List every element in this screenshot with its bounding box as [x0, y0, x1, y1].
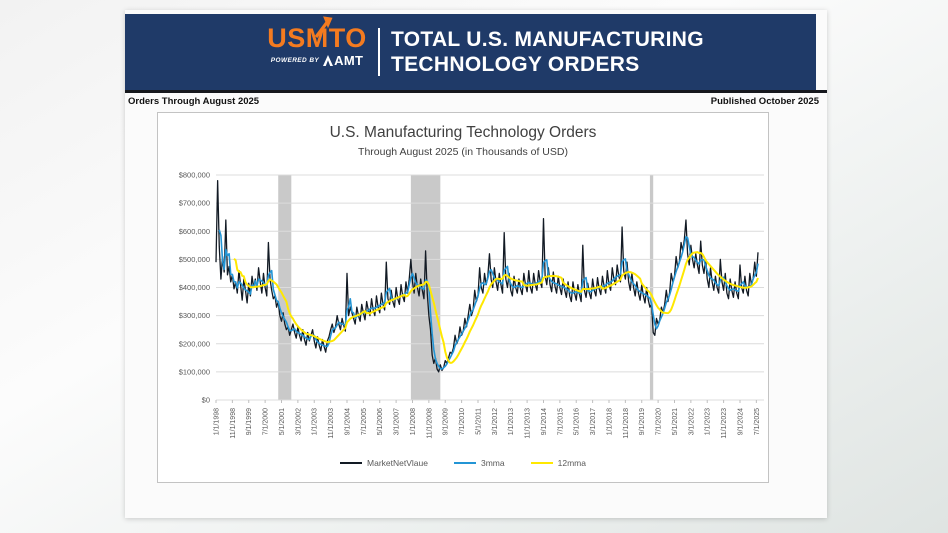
report-card: USMTO POWERED BY AMT — [125, 10, 827, 518]
svg-text:$600,000: $600,000 — [179, 227, 210, 236]
svg-text:3/1/2022: 3/1/2022 — [688, 408, 695, 435]
usmto-wordmark: USMTO — [267, 16, 367, 53]
svg-text:$800,000: $800,000 — [179, 171, 210, 180]
svg-text:7/1/2015: 7/1/2015 — [557, 408, 564, 435]
svg-text:11/1/2013: 11/1/2013 — [525, 408, 532, 439]
svg-text:9/1/2019: 9/1/2019 — [639, 408, 646, 435]
powered-by-row: POWERED BY AMT — [237, 53, 397, 68]
legend-item-marketnetvalue: MarketNetVlaue — [340, 458, 428, 468]
legend-item-3mma: 3mma — [453, 458, 505, 468]
svg-text:5/1/2021: 5/1/2021 — [672, 408, 679, 435]
legend-label-12mma: 12mma — [557, 458, 586, 468]
svg-text:3/1/2012: 3/1/2012 — [492, 408, 499, 435]
svg-text:3/1/2002: 3/1/2002 — [295, 408, 302, 435]
usmto-logo: USMTO POWERED BY AMT — [237, 16, 397, 68]
svg-text:7/1/2010: 7/1/2010 — [459, 408, 466, 435]
svg-text:$500,000: $500,000 — [179, 255, 210, 264]
svg-text:5/1/2016: 5/1/2016 — [574, 408, 581, 435]
orders-through-label: Orders Through August 2025 — [128, 95, 260, 107]
growth-arrow-icon — [313, 15, 335, 44]
chart-panel: U.S. Manufacturing Technology Orders Thr… — [157, 112, 769, 483]
svg-text:11/1/2018: 11/1/2018 — [623, 408, 630, 439]
svg-text:11/1/2008: 11/1/2008 — [426, 408, 433, 439]
svg-text:1/1/2023: 1/1/2023 — [705, 408, 712, 435]
svg-text:$100,000: $100,000 — [179, 367, 210, 376]
svg-text:1/1/2003: 1/1/2003 — [312, 408, 319, 435]
orders-line-chart: $0 $100,000 $200,000 $300,000 $400,000 $500,0… — [179, 171, 764, 439]
chart-legend: MarketNetVlaue 3mma 12mma — [158, 458, 768, 468]
svg-text:11/1/2023: 11/1/2023 — [721, 408, 728, 439]
legend-label-marketnetvalue: MarketNetVlaue — [367, 458, 428, 468]
meta-row: Orders Through August 2025 Published Oct… — [128, 94, 819, 108]
svg-text:$200,000: $200,000 — [179, 339, 210, 348]
amt-logo-icon — [323, 55, 334, 66]
header-divider — [378, 28, 380, 76]
svg-text:5/1/2011: 5/1/2011 — [475, 408, 482, 435]
svg-text:9/1/2009: 9/1/2009 — [443, 408, 450, 435]
mma3-line-swatch — [453, 461, 476, 465]
report-title-line1: TOTAL U.S. MANUFACTURING — [391, 28, 704, 51]
svg-text:1/1/2018: 1/1/2018 — [606, 408, 613, 435]
marketnetvalue-line-swatch — [340, 461, 363, 465]
svg-text:7/1/2020: 7/1/2020 — [656, 408, 663, 435]
report-title: TOTAL U.S. MANUFACTURING TECHNOLOGY ORDE… — [391, 27, 704, 77]
svg-text:9/1/2004: 9/1/2004 — [344, 408, 351, 435]
svg-text:$300,000: $300,000 — [179, 311, 210, 320]
amt-wordmark: AMT — [323, 53, 363, 68]
mma12-line-swatch — [530, 461, 553, 465]
svg-text:9/1/2014: 9/1/2014 — [541, 408, 548, 435]
svg-text:7/1/2005: 7/1/2005 — [361, 408, 368, 435]
svg-text:3/1/2017: 3/1/2017 — [590, 408, 597, 435]
svg-text:$0: $0 — [202, 396, 210, 405]
powered-by-label: POWERED BY — [270, 57, 320, 64]
svg-text:5/1/2006: 5/1/2006 — [377, 408, 384, 435]
report-header: USMTO POWERED BY AMT — [125, 14, 816, 90]
legend-label-3mma: 3mma — [480, 458, 505, 468]
svg-text:1/1/2008: 1/1/2008 — [410, 408, 417, 435]
svg-text:7/1/2000: 7/1/2000 — [263, 408, 270, 435]
svg-text:3/1/2007: 3/1/2007 — [394, 408, 401, 435]
header-rule — [125, 90, 827, 93]
published-label: Published October 2025 — [710, 95, 819, 107]
svg-text:1/1/2013: 1/1/2013 — [508, 408, 515, 435]
svg-text:5/1/2001: 5/1/2001 — [279, 408, 286, 435]
report-title-line2: TECHNOLOGY ORDERS — [391, 53, 640, 76]
chart-title: U.S. Manufacturing Technology Orders — [329, 124, 597, 141]
svg-text:9/1/2024: 9/1/2024 — [737, 408, 744, 435]
usmto-text: USMTO — [267, 23, 367, 53]
svg-text:11/1/2003: 11/1/2003 — [328, 408, 335, 439]
svg-text:9/1/1999: 9/1/1999 — [246, 408, 253, 435]
svg-text:11/1/1998: 11/1/1998 — [230, 408, 237, 439]
legend-item-12mma: 12mma — [530, 458, 586, 468]
svg-text:$400,000: $400,000 — [179, 283, 210, 292]
svg-text:$700,000: $700,000 — [179, 199, 210, 208]
chart-subtitle: Through August 2025 (in Thousands of USD… — [358, 146, 568, 158]
svg-text:7/1/2025: 7/1/2025 — [754, 408, 761, 435]
svg-text:1/1/1998: 1/1/1998 — [214, 408, 221, 435]
